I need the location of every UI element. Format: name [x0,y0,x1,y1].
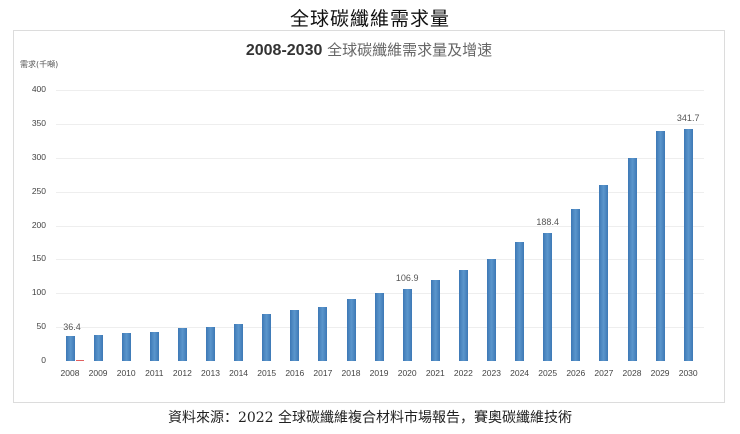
x-tick-label: 2021 [425,368,445,378]
bar-2013 [206,327,215,361]
x-tick-label: 2014 [229,368,249,378]
data-label-2020: 106.9 [395,272,419,283]
bar-2012 [177,328,187,361]
growth-marker [76,360,84,361]
x-tick-label: 2015 [257,368,277,378]
gridline [56,123,704,125]
x-tick-label: 2009 [88,368,108,378]
x-tick-label: 2008 [60,368,80,378]
x-tick-label: 2017 [313,368,333,378]
bar-2011 [149,331,159,361]
x-tick-label: 2026 [566,368,586,378]
y-tick-label: 100 [31,287,46,298]
data-label-2030: 341.7 [676,113,700,124]
bar-2030 [683,129,693,361]
chart-title: 2008-2030 全球碳纖維需求量及增速 [14,39,724,60]
bar-2023 [487,259,496,361]
gridline [56,225,704,227]
bar-2020 [402,288,412,361]
y-tick-label: 0 [41,355,46,365]
bar-2024 [515,242,525,361]
x-tick-label: 2025 [538,368,558,378]
gridline [56,259,704,261]
bar-2008 [65,336,75,361]
x-tick-label: 2018 [341,368,361,378]
x-tick-label: 2010 [116,368,136,378]
chart-frame: 2008-2030 全球碳纖維需求量及增速 需求(千噸) 0 50 100 150 20… [13,30,725,403]
y-tick-label: 300 [31,151,46,162]
bar-2018 [346,299,356,361]
gridline [56,90,704,91]
x-tick-label: 2019 [369,368,389,378]
x-tick-label: 2022 [453,368,473,378]
y-tick-label: 250 [31,185,46,196]
y-tick-label: 50 [36,321,46,332]
y-tick-label: 400 [31,84,46,94]
y-tick-label: 350 [31,117,46,128]
x-tick-label: 2023 [482,368,501,378]
bar-2014 [234,323,244,361]
x-tick-label: 2028 [622,368,642,378]
bar-2028 [627,157,637,361]
x-tick-label: 2029 [650,368,670,378]
bar-2026 [571,209,581,361]
bar-2022 [458,270,468,361]
chart-title-text: 全球碳纖維需求量及增速 [322,41,493,59]
bar-2016 [290,309,300,361]
bar-2021 [430,279,440,361]
y-tick-label: 200 [31,219,46,230]
bar-2019 [374,293,384,361]
x-tick-label: 2012 [172,368,192,378]
bar-2027 [599,184,609,361]
y-axis-label: 需求(千噸) [20,60,59,69]
plot-area: 0 50 100 150 200 250 300 350 400 2008 36.4 2009 2010… [14,31,724,402]
bar-2009 [93,334,103,361]
chart-title-years: 2008-2030 [245,42,323,59]
source-note: 資料來源：2022 全球碳纖維複合材料市場報告，賽奧碳纖維技術 [167,410,573,426]
bar-2025 [543,233,553,361]
y-tick-label: 150 [31,253,46,264]
x-tick-label: 2013 [201,368,220,378]
bar-2015 [262,313,272,361]
data-label-2025: 188.4 [536,217,559,228]
data-label-2008: 36.4 [63,322,81,333]
x-tick-label: 2011 [145,368,164,378]
page-title: 全球碳纖維需求量 [289,8,450,30]
x-tick-label: 2016 [285,368,305,378]
gridline [56,191,704,193]
x-tick-label: 2030 [678,368,698,378]
bar-2029 [655,130,665,361]
bar-2017 [318,306,328,361]
x-tick-label: 2024 [510,368,530,378]
x-tick-label: 2020 [397,368,417,378]
bar-2010 [121,333,131,361]
gridline [56,157,704,159]
x-tick-label: 2027 [594,368,614,378]
